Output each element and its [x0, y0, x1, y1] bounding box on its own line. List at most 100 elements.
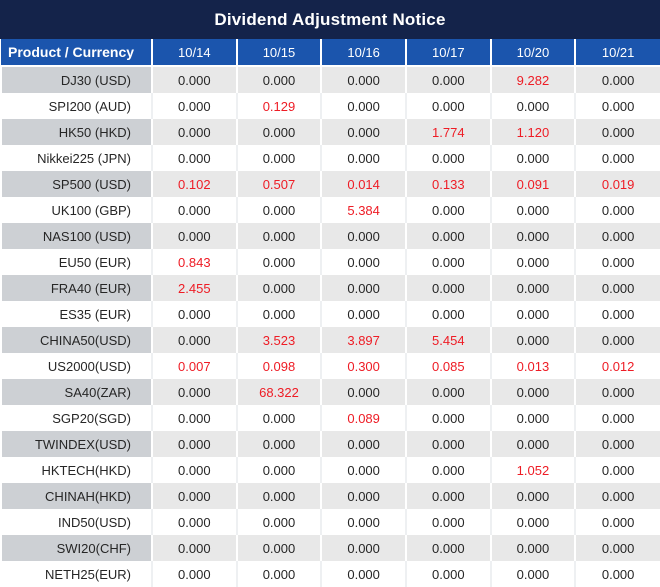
dividend-value: 0.000: [151, 93, 237, 119]
dividend-value: 1.774: [404, 119, 491, 145]
dividend-value: 0.000: [574, 249, 660, 275]
dividend-value: 0.000: [574, 327, 660, 353]
dividend-value: 0.000: [404, 379, 491, 405]
dividend-value: 0.507: [235, 171, 322, 197]
column-header-date-10-21: 10/21: [574, 39, 660, 67]
product-name: IND50(USD): [0, 509, 152, 535]
dividend-value: 0.000: [151, 431, 237, 457]
dividend-value: 0.000: [489, 405, 576, 431]
dividend-value: 0.000: [235, 431, 322, 457]
dividend-value: 0.000: [404, 301, 491, 327]
product-name: ES35 (EUR): [0, 301, 152, 327]
dividend-value: 0.133: [404, 171, 491, 197]
dividend-value: 0.000: [320, 119, 406, 145]
table-row: US2000(USD) 0.007 0.098 0.300 0.085 0.013 0.01…: [0, 353, 660, 379]
column-header-product: Product / Currency: [1, 39, 152, 67]
product-name: HKTECH(HKD): [0, 457, 152, 483]
dividend-value: 0.098: [235, 353, 322, 379]
table-row: CHINAH(HKD) 0.000 0.000 0.000 0.000 0.000 0.00…: [0, 483, 660, 509]
dividend-value: 0.000: [574, 66, 660, 93]
dividend-value: 0.000: [574, 457, 660, 483]
dividend-value: 0.091: [489, 171, 576, 197]
dividend-value: 0.000: [320, 249, 406, 275]
dividend-value: 0.000: [574, 301, 660, 327]
dividend-value: 0.000: [235, 145, 322, 171]
dividend-value: 0.000: [151, 483, 237, 509]
column-header-date-10-20: 10/20: [489, 39, 576, 67]
dividend-value: 0.000: [489, 327, 576, 353]
dividend-value: 0.000: [404, 405, 491, 431]
column-header-date-10-14: 10/14: [151, 39, 237, 67]
dividend-value: 0.000: [320, 483, 406, 509]
dividend-value: 0.000: [151, 145, 237, 171]
table-row: HKTECH(HKD) 0.000 0.000 0.000 0.000 1.052 0.00…: [0, 457, 660, 483]
dividend-value: 0.000: [151, 509, 237, 535]
dividend-value: 0.000: [235, 197, 322, 223]
dividend-value: 0.000: [574, 145, 660, 171]
dividend-value: 0.000: [235, 119, 322, 145]
dividend-value: 0.000: [320, 275, 406, 301]
dividend-value: 0.000: [404, 145, 491, 171]
dividend-value: 0.000: [489, 301, 576, 327]
dividend-value: 0.000: [574, 223, 660, 249]
dividend-value: 68.322: [235, 379, 322, 405]
dividend-value: 0.000: [235, 249, 322, 275]
dividend-value: 0.000: [489, 483, 576, 509]
dividend-value: 5.384: [320, 197, 406, 223]
dividend-value: 0.000: [151, 379, 237, 405]
dividend-value: 0.000: [404, 197, 491, 223]
product-name: DJ30 (USD): [0, 66, 152, 93]
table-row: Nikkei225 (JPN) 0.000 0.000 0.000 0.000 0.000…: [0, 145, 660, 171]
dividend-value: 0.000: [404, 275, 491, 301]
dividend-value: 0.000: [404, 509, 491, 535]
dividend-value: 0.007: [151, 353, 237, 379]
dividend-value: 0.000: [320, 379, 406, 405]
dividend-value: 0.000: [320, 301, 406, 327]
product-name: UK100 (GBP): [0, 197, 152, 223]
table-row: IND50(USD) 0.000 0.000 0.000 0.000 0.000 0.000: [0, 509, 660, 535]
dividend-value: 0.129: [235, 93, 322, 119]
table-row: DJ30 (USD) 0.000 0.000 0.000 0.000 9.282 0.000: [0, 66, 660, 93]
dividend-value: 0.000: [489, 379, 576, 405]
dividend-value: 0.000: [151, 66, 237, 93]
product-name: SGP20(SGD): [0, 405, 152, 431]
dividend-table: Product / Currency 10/14 10/15 10/16 10/17 10…: [0, 39, 660, 587]
dividend-value: 1.120: [489, 119, 576, 145]
dividend-value: 0.000: [574, 431, 660, 457]
table-row: SPI200 (AUD) 0.000 0.129 0.000 0.000 0.000 0.0…: [0, 93, 660, 119]
dividend-value: 0.000: [151, 197, 237, 223]
dividend-value: 0.000: [235, 223, 322, 249]
dividend-value: 0.000: [489, 93, 576, 119]
product-name: CHINAH(HKD): [0, 483, 152, 509]
dividend-value: 0.000: [151, 119, 237, 145]
table-row: FRA40 (EUR) 2.455 0.000 0.000 0.000 0.000 0.00…: [0, 275, 660, 301]
dividend-value: 0.000: [489, 197, 576, 223]
product-name: CHINA50(USD): [0, 327, 152, 353]
dividend-value: 0.012: [574, 353, 660, 379]
dividend-value: 0.000: [151, 301, 237, 327]
dividend-value: 0.000: [235, 275, 322, 301]
dividend-value: 0.000: [404, 561, 491, 587]
dividend-value: 0.000: [489, 509, 576, 535]
dividend-value: 0.000: [320, 509, 406, 535]
dividend-value: 1.052: [489, 457, 576, 483]
dividend-value: 0.000: [235, 483, 322, 509]
dividend-value: 0.000: [320, 93, 406, 119]
dividend-value: 0.000: [320, 66, 406, 93]
dividend-value: 0.000: [151, 405, 237, 431]
dividend-value: 0.000: [151, 457, 237, 483]
dividend-value: 0.000: [235, 561, 322, 587]
dividend-value: 0.000: [404, 93, 491, 119]
dividend-value: 0.000: [489, 249, 576, 275]
dividend-value: 9.282: [489, 66, 576, 93]
dividend-value: 0.014: [320, 171, 406, 197]
dividend-value: 0.000: [489, 431, 576, 457]
table-row: SWI20(CHF) 0.000 0.000 0.000 0.000 0.000 0.000: [0, 535, 660, 561]
table-row: NAS100 (USD) 0.000 0.000 0.000 0.000 0.000 0.0…: [0, 223, 660, 249]
table-row: CHINA50(USD) 0.000 3.523 3.897 5.454 0.000 0.0…: [0, 327, 660, 353]
dividend-value: 0.000: [574, 535, 660, 561]
dividend-value: 0.089: [320, 405, 406, 431]
dividend-value: 0.013: [489, 353, 576, 379]
dividend-value: 0.000: [404, 249, 491, 275]
dividend-value: 0.000: [404, 66, 491, 93]
